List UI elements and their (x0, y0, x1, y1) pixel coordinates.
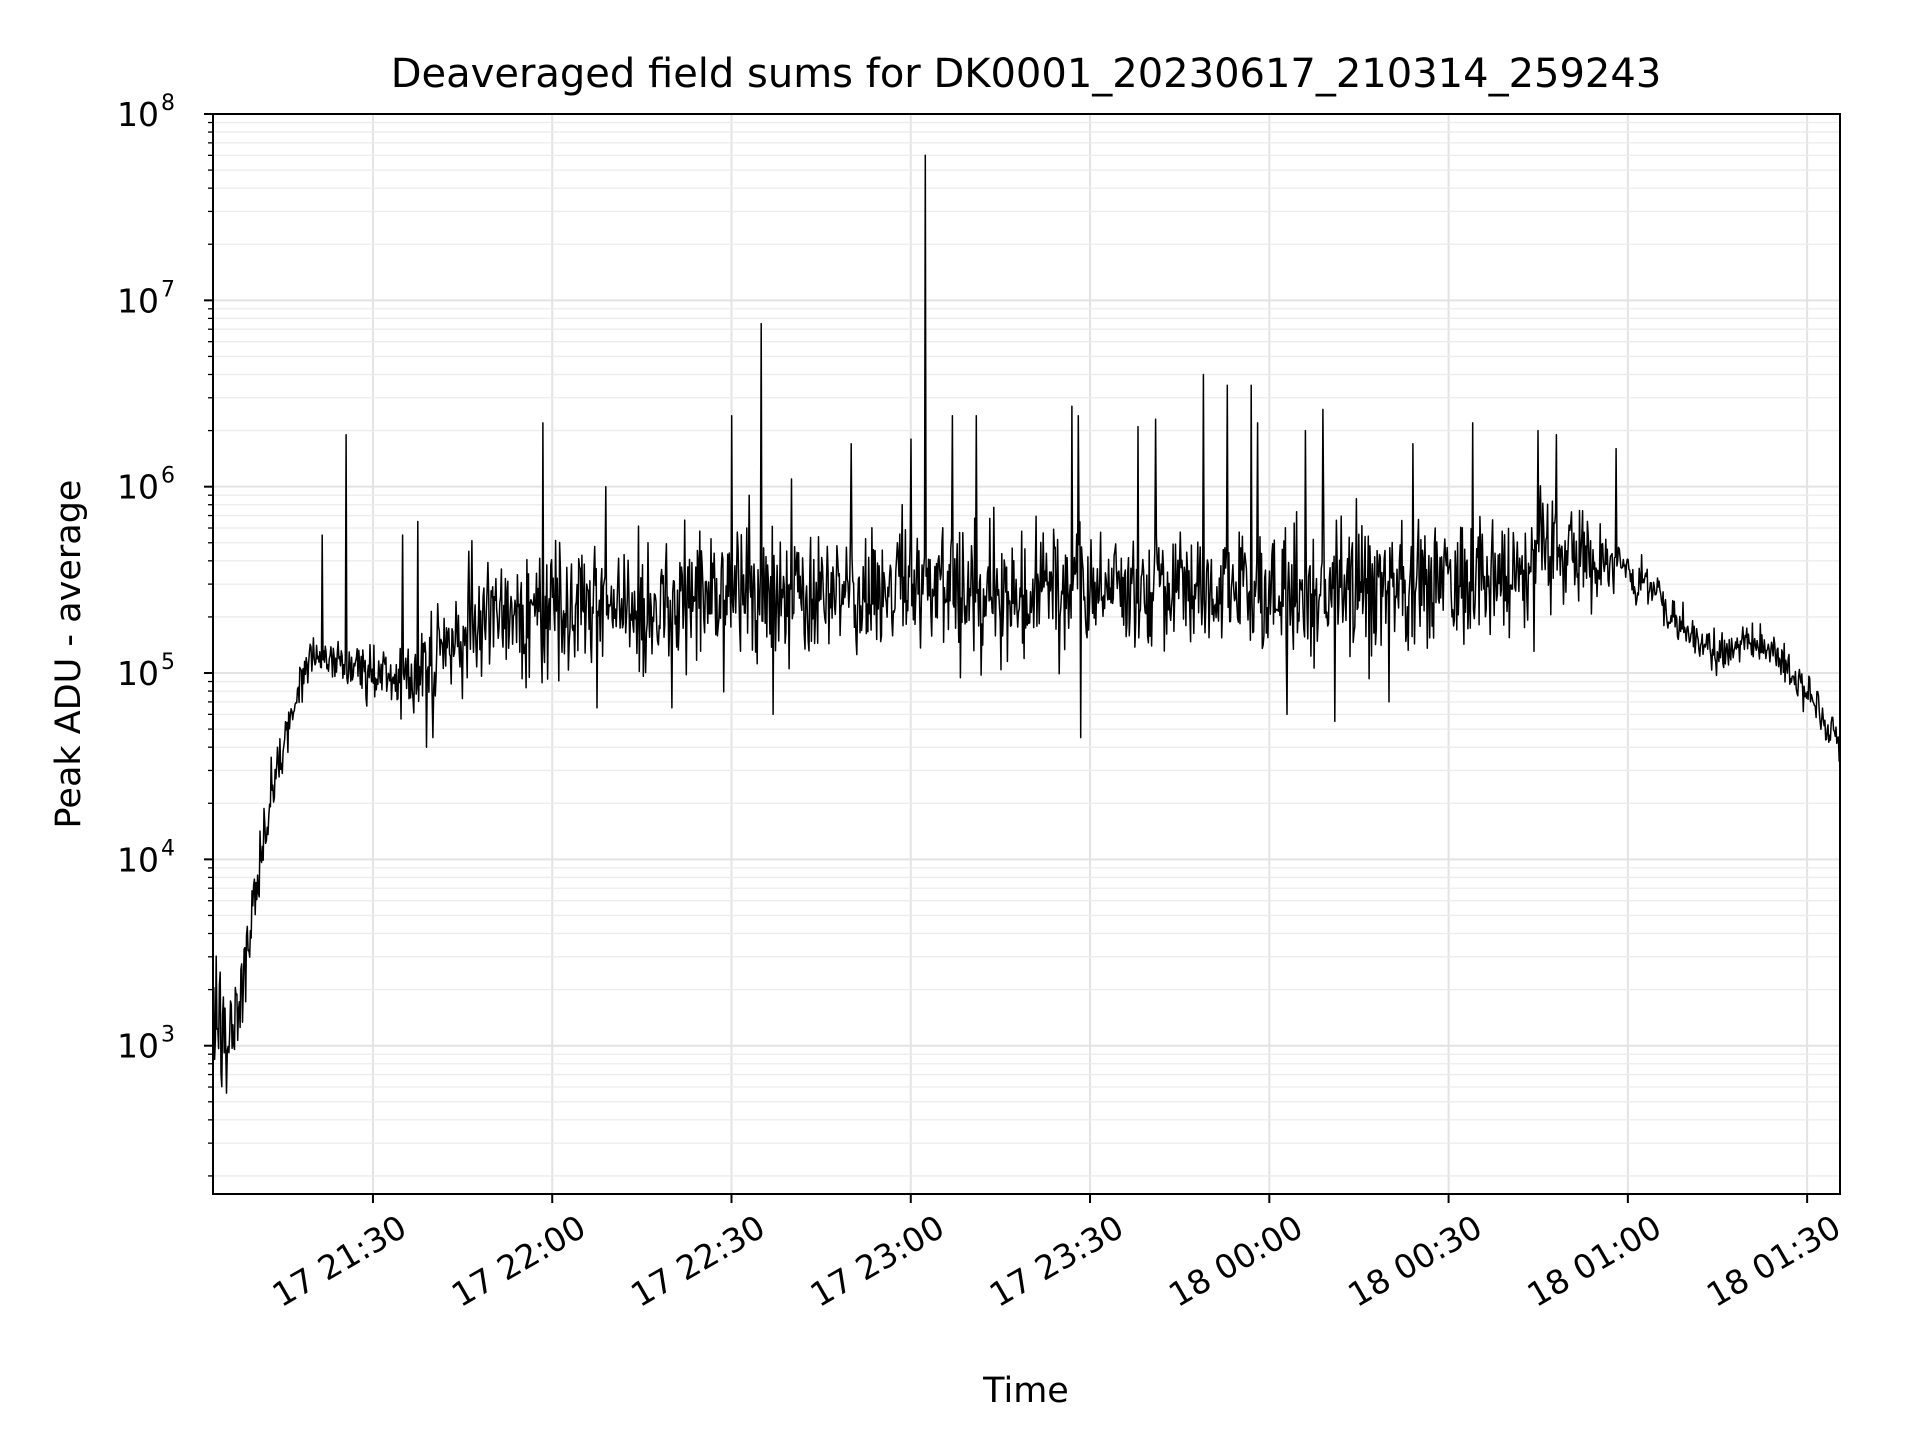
series-line (213, 154, 1840, 1094)
y-tick-label-3: 106 (117, 464, 175, 507)
chart-title: Deaveraged field sums for DK0001_2023061… (391, 51, 1662, 97)
x-axis-label: Time (982, 1371, 1069, 1411)
y-axis-label: Peak ADU - average (49, 480, 89, 829)
plot-frame (212, 113, 1841, 1195)
